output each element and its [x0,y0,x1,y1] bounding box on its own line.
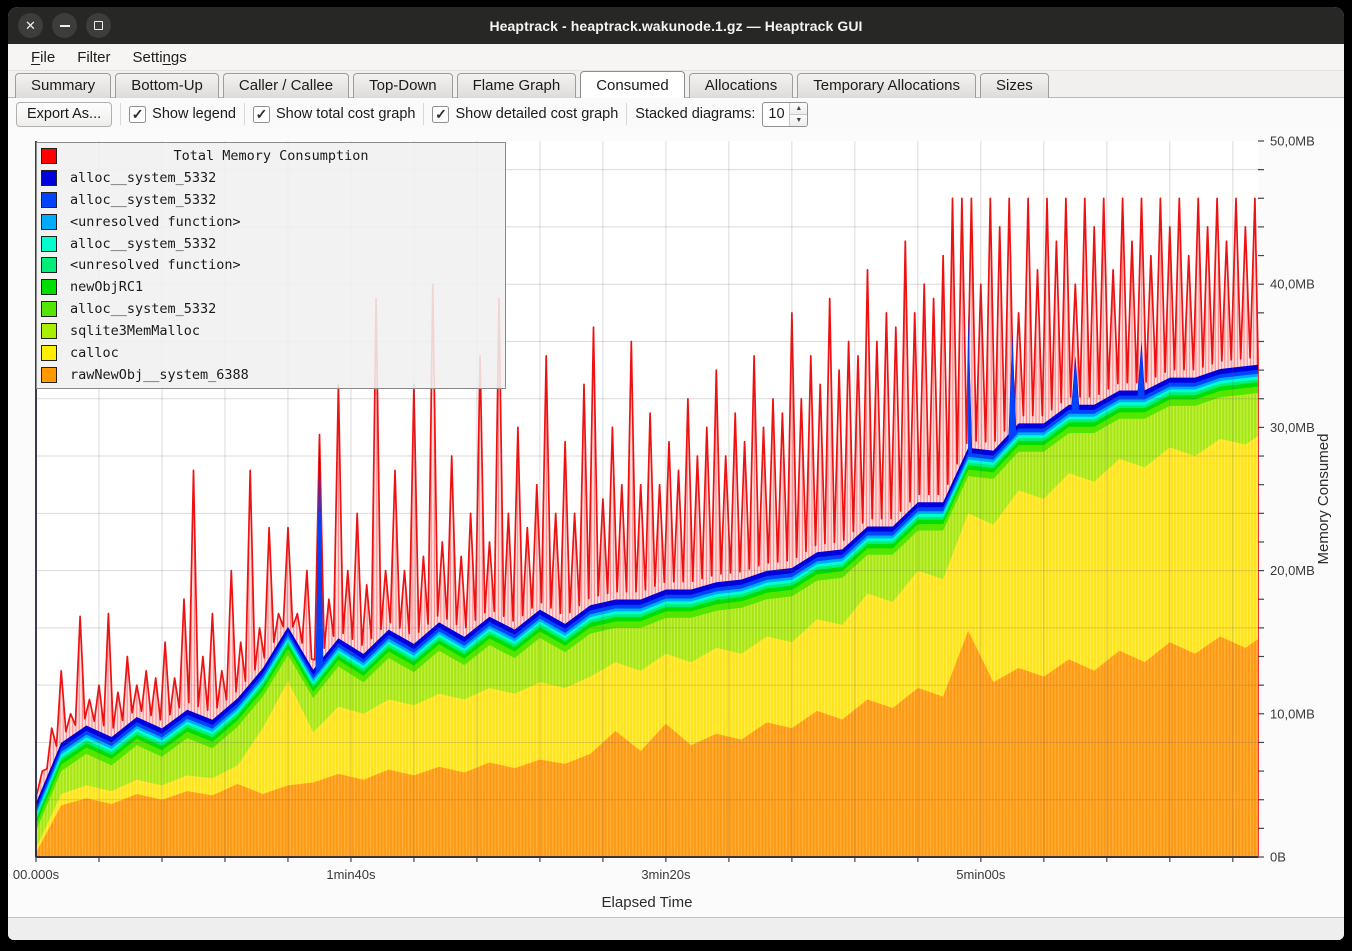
legend-label: alloc__system_5332 [70,301,216,317]
tab-sizes[interactable]: Sizes [980,73,1049,98]
x-tick-label: 3min20s [641,867,691,882]
tab-summary[interactable]: Summary [15,73,111,98]
y-tick-label: 20,0MB [1270,563,1315,578]
window-title: Heaptrack - heaptrack.wakunode.1.gz — He… [8,18,1344,34]
tab-bar: SummaryBottom-UpCaller / CalleeTop-DownF… [8,71,1344,98]
toolbar-separator [120,103,121,125]
maximize-button[interactable] [86,13,111,38]
legend-label: Total Memory Consumption [37,148,505,164]
tab-consumed[interactable]: Consumed [580,71,685,98]
toolbar-separator [626,103,627,125]
menu-file[interactable]: File [22,47,64,68]
stacked-diagrams-stepper[interactable]: 10 ▲ ▼ [762,102,808,127]
legend-label: rawNewObj__system_6388 [70,367,249,383]
x-tick-label: 1min40s [326,867,376,882]
tab-bottom-up[interactable]: Bottom-Up [115,73,219,98]
close-button[interactable]: ✕ [18,13,43,38]
legend-swatch [41,301,57,317]
legend-label: sqlite3MemMalloc [70,323,200,339]
y-tick-label: 30,0MB [1270,420,1315,435]
legend-row: Total Memory Consumption [37,145,505,167]
legend-row: alloc__system_5332 [37,167,505,189]
legend-row: <unresolved function> [37,255,505,277]
legend-swatch [41,323,57,339]
window-controls: ✕ [18,7,111,44]
export-as-button[interactable]: Export As... [16,102,112,127]
tab-top-down[interactable]: Top-Down [353,73,453,98]
y-tick-label: 10,0MB [1270,706,1315,721]
maximize-icon [94,21,103,30]
consumed-chart-area: Total Memory Consumption alloc__system_53… [8,130,1344,917]
toolbar: Export As... ✓ Show legend ✓ Show total cos… [8,98,1344,130]
checkbox-show-total-cost-graph[interactable]: ✓ Show total cost graph [253,106,415,123]
legend-row: alloc__system_5332 [37,298,505,320]
legend-label: alloc__system_5332 [70,170,216,186]
checkmark-icon: ✓ [432,106,449,123]
checkmark-icon: ✓ [253,106,270,123]
minimize-button[interactable] [52,13,77,38]
legend-swatch [41,170,57,186]
y-tick-label: 0B [1270,850,1286,865]
y-tick-label: 40,0MB [1270,277,1315,292]
tab-caller-callee[interactable]: Caller / Callee [223,73,349,98]
checkbox-label: Show total cost graph [276,106,415,122]
legend-row: <unresolved function> [37,211,505,233]
menu-settings[interactable]: Settings [124,47,196,68]
legend-row: alloc__system_5332 [37,233,505,255]
titlebar[interactable]: ✕ Heaptrack - heaptrack.wakunode.1.gz — … [8,7,1344,44]
tab-temporary-allocations[interactable]: Temporary Allocations [797,73,976,98]
checkbox-label: Show legend [152,106,236,122]
tab-flame-graph[interactable]: Flame Graph [457,73,577,98]
legend-swatch [41,367,57,383]
heaptrack-window: ✕ Heaptrack - heaptrack.wakunode.1.gz — … [8,7,1344,940]
checkmark-icon: ✓ [129,106,146,123]
legend-label: newObjRC1 [70,279,143,295]
toolbar-separator [244,103,245,125]
x-tick-label: 5min00s [956,867,1006,882]
minimize-icon [60,25,70,27]
legend-label: <unresolved function> [70,214,241,230]
status-strip [8,917,1344,940]
legend-row: alloc__system_5332 [37,189,505,211]
tab-allocations[interactable]: Allocations [689,73,794,98]
checkbox-label: Show detailed cost graph [455,106,618,122]
legend-swatch [41,214,57,230]
legend-row: calloc [37,342,505,364]
x-tick-label: 00.000s [13,867,60,882]
legend-swatch [41,257,57,273]
stacked-diagrams-label: Stacked diagrams: [635,106,755,122]
legend-label: alloc__system_5332 [70,192,216,208]
legend-swatch [41,345,57,361]
legend-row: rawNewObj__system_6388 [37,364,505,386]
checkbox-show-detailed-cost-graph[interactable]: ✓ Show detailed cost graph [432,106,618,123]
toolbar-separator [423,103,424,125]
menu-filter[interactable]: Filter [68,47,119,68]
legend-label: calloc [70,345,119,361]
legend-label: <unresolved function> [70,257,241,273]
stacked-diagrams-value[interactable]: 10 [763,103,789,126]
y-axis-title: Memory Consumed [1315,434,1332,565]
legend-row: newObjRC1 [37,276,505,298]
checkbox-show-legend[interactable]: ✓ Show legend [129,106,236,123]
spin-down-icon[interactable]: ▼ [790,115,807,126]
close-icon: ✕ [25,19,36,32]
spin-up-icon[interactable]: ▲ [790,103,807,115]
chart-legend: Total Memory Consumption alloc__system_53… [36,142,506,389]
legend-row: sqlite3MemMalloc [37,320,505,342]
legend-swatch [41,279,57,295]
legend-label: alloc__system_5332 [70,236,216,252]
x-axis-title: Elapsed Time [602,894,693,911]
y-tick-label: 50,0MB [1270,134,1315,149]
legend-swatch [41,192,57,208]
menubar: FileFilterSettings [8,44,1344,71]
legend-swatch [41,236,57,252]
